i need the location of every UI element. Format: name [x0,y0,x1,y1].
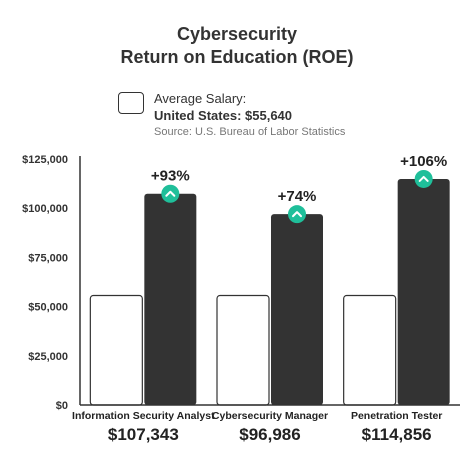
legend-source: Source: U.S. Bureau of Labor Statistics [154,126,346,138]
y-tick-label: $0 [56,400,68,412]
percent-increase-label: +106% [400,153,447,170]
y-tick-label: $50,000 [28,302,68,314]
growth-badge [414,169,433,188]
legend-swatch [118,92,144,114]
legend-value: United States: $55,640 [154,108,293,123]
percent-increase-label: +93% [151,168,190,185]
category-salary-value: $114,856 [362,425,432,444]
growth-badge [288,205,306,224]
x-category-label: Cybersecurity Manager [212,410,328,422]
chevron-up-icon [165,190,176,197]
category-salary-value: $96,986 [239,425,300,444]
bar-average-salary [343,294,397,406]
y-tick-label: $25,000 [28,351,68,363]
chart-title-line1: Cybersecurity [176,24,298,44]
bar-role-salary [397,178,450,405]
bar-average-salary [216,294,270,406]
x-category-label: Penetration Tester [351,410,442,422]
category-salary-value: $107,343 [108,425,179,444]
legend-label: Average Salary: [154,91,247,106]
percent-increase-label: +74% [278,188,317,205]
bar-average-salary [89,294,143,406]
x-category-label: Information Security Analyst [72,410,215,422]
y-tick-label: $100,000 [22,203,68,215]
y-tick-label: $125,000 [22,154,68,166]
bar-role-salary [271,214,323,405]
chevron-up-icon [418,175,429,182]
bar-role-salary [144,193,197,405]
y-tick-label: $75,000 [28,252,68,264]
chart-title-line2: Return on Education (ROE) [120,47,354,67]
chevron-up-icon [292,211,302,218]
growth-badge [161,184,180,203]
